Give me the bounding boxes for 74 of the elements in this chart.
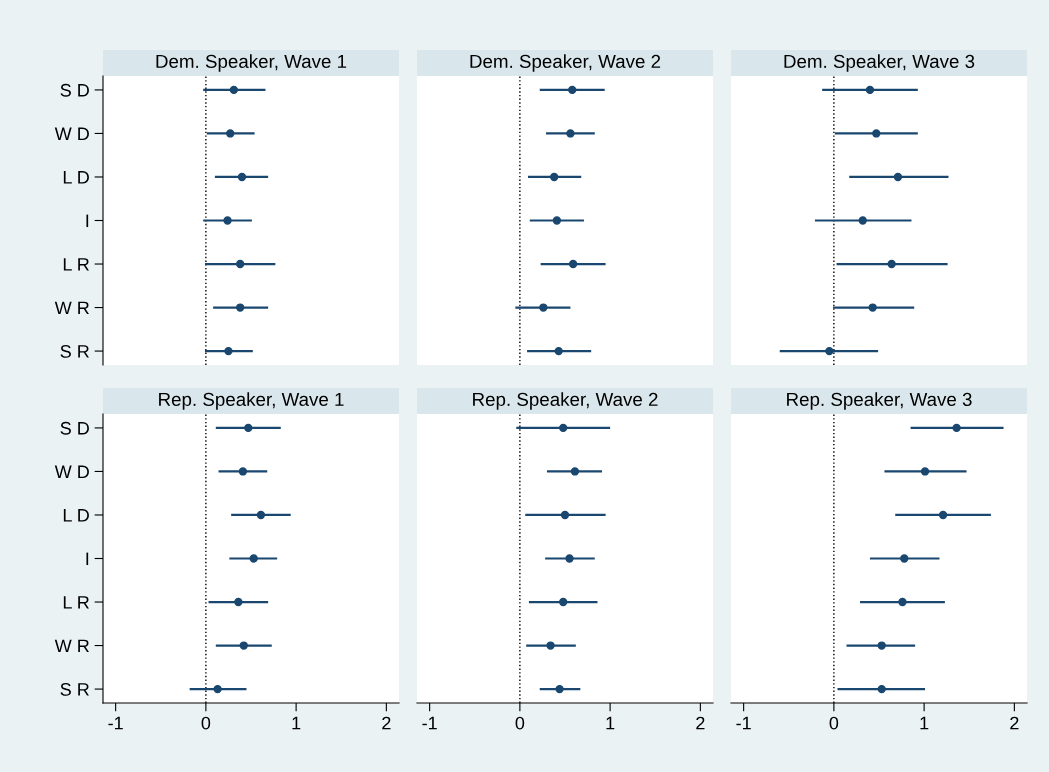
point — [236, 259, 245, 269]
point — [565, 554, 574, 563]
point — [236, 303, 245, 312]
point — [858, 216, 867, 225]
x-tick-label: 0 — [829, 716, 839, 730]
point — [234, 597, 243, 607]
point — [239, 641, 248, 650]
point — [868, 303, 877, 312]
x-tick-label: 1 — [292, 716, 301, 730]
x-tick-label: 0 — [515, 716, 525, 730]
point — [213, 684, 222, 694]
point — [570, 467, 580, 476]
point — [887, 259, 896, 269]
chart-title: Dem. Speaker, Wave 1 — [156, 54, 347, 72]
x-tick-label: 2 — [382, 716, 391, 730]
y-tick-label: W R — [54, 639, 89, 653]
point — [898, 597, 907, 607]
x-tick-label: -1 — [422, 716, 437, 730]
chart-title: Rep. Speaker, Wave 1 — [159, 392, 344, 410]
point — [568, 85, 577, 95]
point — [256, 510, 266, 520]
point — [559, 423, 568, 433]
y-tick-label: I — [86, 214, 89, 228]
point — [224, 346, 233, 356]
point — [554, 346, 563, 356]
y-tick-label: L R — [63, 258, 89, 271]
x-tick-label: -1 — [736, 716, 751, 730]
y-tick-label: S D — [60, 421, 89, 435]
y-tick-label: L D — [63, 509, 89, 522]
point — [952, 423, 961, 433]
chart-title: Dem. Speaker, Wave 3 — [784, 54, 975, 72]
point — [237, 172, 247, 182]
chart-title: Rep. Speaker, Wave 3 — [787, 392, 972, 410]
point — [550, 172, 559, 182]
point — [229, 85, 239, 95]
x-tick-label: 2 — [1010, 716, 1019, 730]
point — [877, 641, 886, 650]
chart-title: Rep. Speaker, Wave 2 — [473, 392, 658, 410]
point — [877, 684, 886, 694]
point — [865, 85, 875, 95]
chart-title: Dem. Speaker, Wave 2 — [470, 54, 661, 72]
point — [249, 554, 258, 563]
x-tick-label: 2 — [696, 716, 705, 730]
point — [560, 510, 570, 520]
x-tick-label: 1 — [606, 716, 615, 730]
point — [920, 467, 930, 476]
y-tick-label: W D — [54, 465, 89, 478]
point — [825, 346, 834, 356]
point — [546, 641, 555, 650]
x-tick-label: -1 — [108, 716, 123, 730]
point — [238, 467, 248, 476]
y-tick-label: S R — [60, 683, 89, 696]
point — [226, 129, 235, 138]
point — [893, 172, 903, 182]
point — [900, 554, 909, 563]
y-tick-label: S D — [60, 83, 89, 97]
y-tick-label: W D — [54, 127, 89, 140]
y-tick-label: S R — [60, 345, 89, 358]
point — [566, 129, 575, 138]
point — [938, 510, 948, 520]
y-tick-label: I — [86, 552, 89, 566]
point — [539, 303, 548, 312]
point — [555, 684, 564, 694]
point — [552, 216, 562, 225]
point — [872, 129, 881, 138]
y-tick-label: L D — [63, 171, 89, 184]
y-tick-label: W R — [54, 301, 89, 315]
y-tick-label: L R — [63, 596, 89, 609]
point — [244, 423, 253, 433]
x-tick-label: 0 — [201, 716, 211, 730]
x-tick-label: 1 — [920, 716, 929, 730]
point — [559, 597, 568, 607]
point — [568, 259, 578, 269]
point — [223, 216, 232, 225]
